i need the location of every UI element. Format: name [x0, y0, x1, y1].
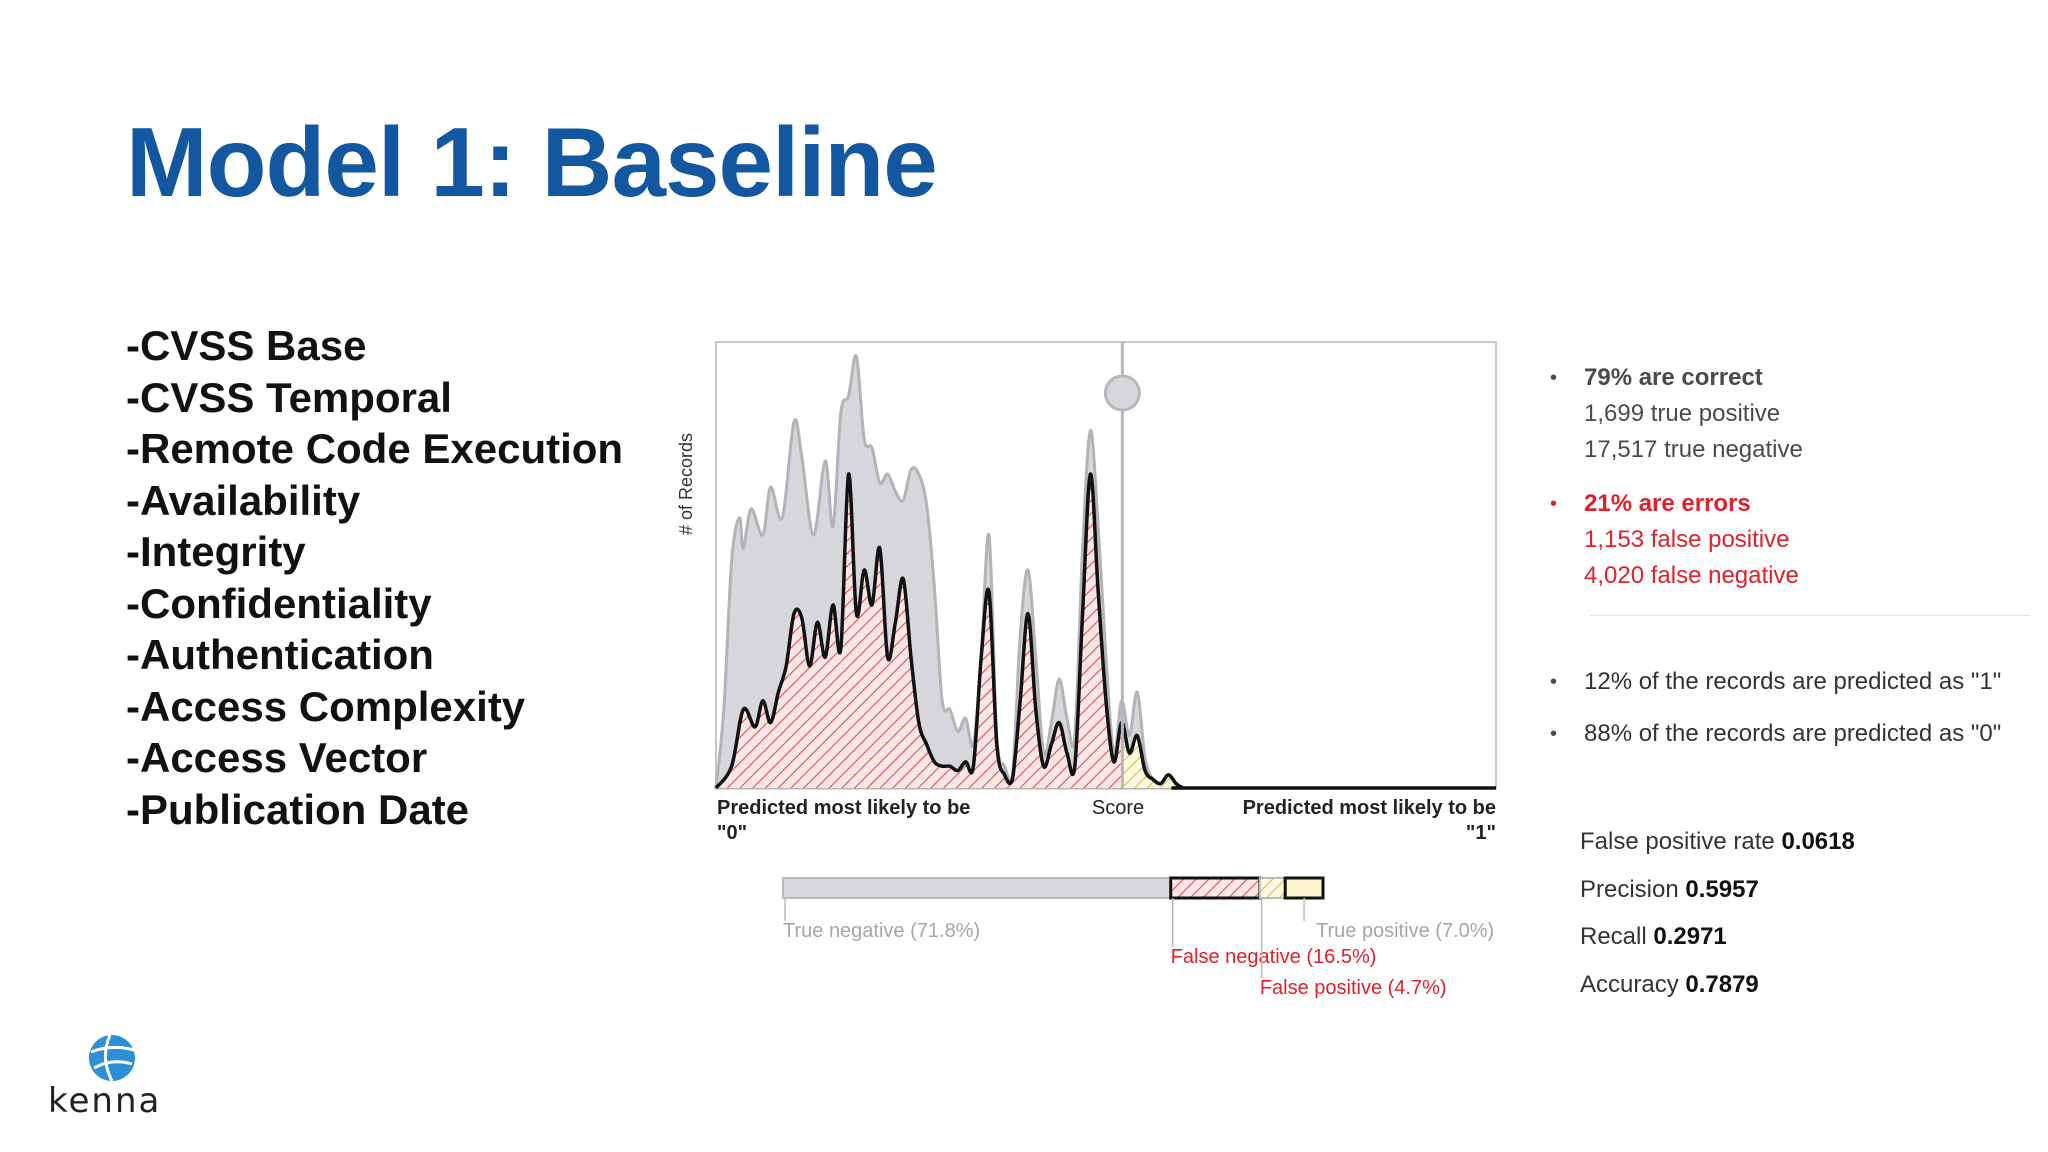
slide-title: Model 1: Baseline [126, 107, 938, 217]
bullet-icon: • [1550, 493, 1558, 515]
metric-value: 0.5957 [1685, 875, 1759, 903]
y-axis-label: # of Records [676, 433, 696, 535]
metric-false-positive-rate: False positive rate 0.0618 [1580, 818, 1855, 866]
false-positive-count: 1,153 false positive [1584, 526, 1790, 553]
x-axis-label: Score [1092, 797, 1144, 819]
x-right-label-line2: "1" [1466, 822, 1496, 844]
x-left-label-line1: Predicted most likely to be [717, 797, 970, 819]
metric-precision: Precision 0.5957 [1580, 866, 1855, 914]
correct-summary: • 79% are correct 1,699 true positive 17… [1550, 360, 2030, 468]
metric-label: Accuracy [1580, 970, 1679, 998]
breakdown-label-true-negative: True negative (71.8%) [783, 920, 980, 942]
metric-recall: Recall 0.2971 [1580, 913, 1855, 961]
metric-accuracy: Accuracy 0.7879 [1580, 961, 1855, 1009]
breakdown-segment-false-negative [1169, 876, 1262, 900]
prediction-breakdown-bar: True negative (71.8%) False negative (16.… [782, 876, 1494, 999]
metric-label: Recall [1580, 923, 1647, 950]
metric-value: 0.0618 [1781, 828, 1855, 855]
feature-item: -Publication Date [126, 785, 470, 833]
x-left-label-line2: "0" [717, 822, 747, 844]
bullet-icon: • [1550, 671, 1558, 693]
feature-item: -CVSS Base [126, 322, 367, 369]
predicted-one-summary: • 12% of the records are predicted as "1… [1550, 664, 2030, 700]
predicted-zero-summary: • 88% of the records are predicted as "0… [1550, 716, 2030, 752]
feature-list: -CVSS Base -CVSS Temporal -Remote Code E… [126, 320, 623, 835]
metric-label: Precision [1580, 875, 1679, 903]
feature-item: -Access Complexity [126, 682, 526, 730]
true-negative-count: 17,517 true negative [1584, 436, 1803, 463]
correct-headline: 79% are correct [1584, 364, 1763, 391]
metric-value: 0.2971 [1653, 923, 1727, 950]
threshold-slider-handle[interactable] [1103, 374, 1141, 412]
breakdown-label-false-negative: False negative (16.5%) [1171, 946, 1377, 968]
metric-label: False positive rate [1580, 828, 1775, 855]
stats-divider [1590, 615, 2030, 616]
breakdown-segment-false-positive [1258, 877, 1287, 899]
feature-item: -Confidentiality [126, 579, 432, 627]
breakdown-segment-true-negative [782, 877, 1172, 899]
feature-item: -CVSS Temporal [126, 373, 452, 421]
predicted-one-text: 12% of the records are predicted as "1" [1584, 668, 2002, 695]
errors-headline: 21% are errors [1584, 490, 1751, 517]
breakdown-label-false-positive: False positive (4.7%) [1260, 977, 1447, 999]
breakdown-segment-true-positive [1283, 876, 1325, 900]
x-right-label-line1: Predicted most likely to be [1243, 797, 1496, 819]
kenna-logo: kenna [48, 1034, 161, 1120]
feature-item: -Remote Code Execution [126, 425, 624, 472]
predicted-zero-text: 88% of the records are predicted as "0" [1584, 720, 2002, 747]
feature-item: -Integrity [126, 528, 306, 575]
logo-wordmark: kenna [48, 1081, 161, 1120]
true-positive-count: 1,699 true positive [1584, 400, 1781, 427]
summary-stats: • 79% are correct 1,699 true positive 17… [1550, 360, 2030, 752]
bullet-icon: • [1550, 723, 1558, 745]
breakdown-label-true-positive: True positive (7.0%) [1316, 920, 1494, 942]
bullet-icon: • [1550, 367, 1558, 389]
feature-item: -Access Vector [126, 734, 428, 781]
false-negative-count: 4,020 false negative [1584, 562, 1799, 589]
metric-value: 0.7879 [1685, 970, 1759, 998]
feature-item: -Availability [126, 476, 361, 524]
errors-summary: • 21% are errors 1,153 false positive 4,… [1550, 486, 2030, 594]
feature-item: -Authentication [126, 631, 434, 678]
metrics-list: False positive rate 0.0618 Precision 0.5… [1580, 818, 1855, 1008]
globe-icon [89, 1034, 135, 1082]
